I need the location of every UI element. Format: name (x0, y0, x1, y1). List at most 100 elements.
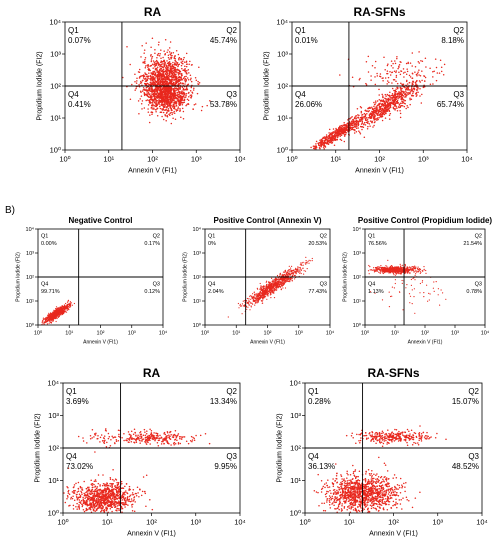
data-point (285, 280, 288, 282)
data-point (164, 89, 167, 92)
data-point (154, 95, 156, 98)
y-tick-label: 10³ (50, 50, 61, 59)
data-point (286, 280, 289, 282)
data-point (320, 143, 322, 145)
data-point (62, 310, 64, 312)
data-point (359, 131, 361, 134)
data-point (378, 267, 380, 269)
data-point (280, 281, 282, 283)
data-point (56, 309, 59, 311)
data-point (62, 305, 64, 307)
data-point (291, 275, 293, 277)
data-point (163, 50, 165, 52)
x-tick-label: 10² (264, 331, 272, 337)
data-point (185, 94, 187, 97)
x-tick-label: 10⁴ (234, 155, 246, 164)
data-point (251, 297, 253, 299)
data-point (165, 82, 168, 84)
data-point (161, 78, 163, 81)
data-point (351, 126, 354, 129)
data-point (147, 91, 150, 94)
data-point (355, 122, 357, 125)
data-point (275, 285, 277, 287)
data-point (145, 80, 147, 83)
data-point (392, 95, 395, 98)
data-point (53, 313, 55, 315)
data-point (149, 75, 152, 78)
data-point (151, 113, 153, 115)
data-point (417, 61, 420, 63)
data-point (166, 103, 169, 106)
data-point (61, 313, 63, 315)
data-point (414, 81, 417, 83)
data-point (55, 316, 57, 318)
data-point (287, 270, 289, 272)
data-point (174, 71, 177, 73)
data-point (49, 314, 51, 316)
data-point (351, 128, 354, 130)
data-point (382, 99, 385, 101)
data-point (369, 117, 372, 119)
scatter-points (41, 299, 75, 326)
data-point (170, 93, 173, 95)
data-point (376, 270, 378, 272)
data-point (351, 116, 353, 118)
data-point (379, 73, 382, 75)
data-point (262, 293, 265, 295)
data-point (156, 102, 158, 105)
data-point (209, 100, 211, 102)
data-point (393, 89, 395, 92)
data-point (308, 262, 310, 264)
data-point (151, 87, 153, 89)
data-point (261, 293, 263, 295)
data-point (179, 86, 181, 89)
data-point (250, 298, 252, 300)
data-point (167, 61, 170, 64)
data-point (340, 126, 343, 129)
data-point (143, 78, 146, 80)
data-point (339, 74, 341, 76)
data-point (389, 101, 391, 104)
data-point (193, 87, 195, 90)
data-point (403, 91, 405, 93)
data-point (250, 305, 252, 307)
data-point (239, 303, 241, 305)
data-point (353, 128, 356, 131)
data-point (353, 121, 356, 123)
data-point (162, 82, 165, 85)
data-point (270, 285, 272, 287)
x-tick-label: 10³ (295, 331, 303, 337)
data-point (142, 77, 145, 79)
data-point (180, 78, 183, 80)
data-point (404, 99, 407, 102)
data-point (149, 98, 152, 101)
data-point (396, 110, 399, 112)
y-tick-label: 10³ (26, 251, 34, 257)
data-point (172, 76, 174, 79)
data-point (158, 64, 160, 67)
data-point (147, 89, 149, 92)
data-point (375, 102, 377, 104)
y-tick-label: 10¹ (50, 114, 61, 123)
data-point (70, 302, 72, 304)
data-point (174, 96, 176, 99)
data-point (162, 118, 165, 121)
data-point (391, 93, 394, 95)
data-point (380, 111, 383, 114)
data-point (399, 112, 402, 115)
data-point (179, 101, 181, 103)
data-point (126, 46, 128, 48)
data-point (272, 282, 274, 284)
data-point (359, 105, 362, 108)
data-point (386, 64, 389, 67)
data-point (129, 63, 131, 66)
data-point (378, 99, 381, 101)
data-point (159, 53, 161, 55)
data-point (146, 99, 149, 101)
data-point (227, 316, 229, 318)
data-point (68, 303, 70, 305)
data-point (419, 272, 421, 274)
data-point (418, 62, 421, 64)
data-point (163, 92, 166, 94)
data-point (284, 282, 286, 284)
